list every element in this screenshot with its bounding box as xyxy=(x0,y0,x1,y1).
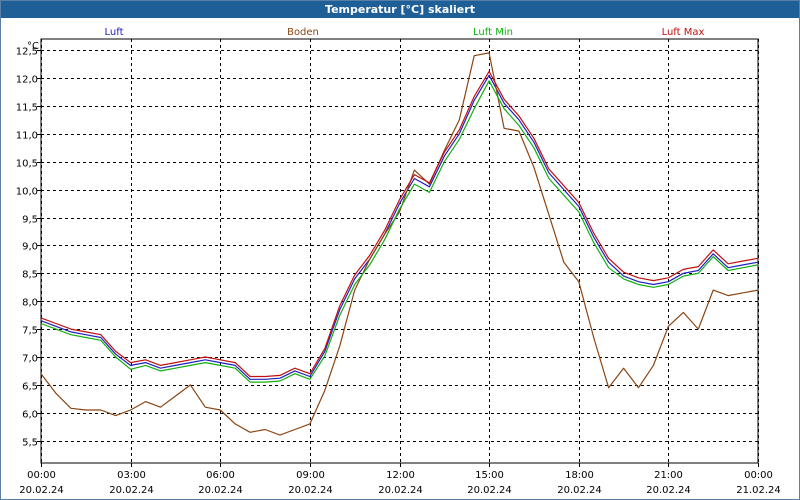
y-tick-label: 8,0 xyxy=(22,298,38,309)
x-tick-time: 00:00 xyxy=(744,470,773,481)
y-tick-label: 11,0 xyxy=(16,131,38,142)
x-tick-date: 21.02.24 xyxy=(736,485,781,496)
y-tick-label: 10,0 xyxy=(16,187,38,198)
x-tick-time: 12:00 xyxy=(386,470,415,481)
y-tick-label: 10,5 xyxy=(16,159,38,170)
x-tick-date: 20.02.24 xyxy=(288,485,333,496)
y-tick-label: 6,5 xyxy=(22,382,38,393)
y-tick-label: 11,5 xyxy=(16,103,38,114)
legend-entry-boden: Boden xyxy=(287,27,319,38)
plot-area xyxy=(40,38,759,464)
x-tick-time: 18:00 xyxy=(565,470,594,481)
y-tick-label: 6,0 xyxy=(22,410,38,421)
x-tick-time: 21:00 xyxy=(654,470,683,481)
x-tick-date: 20.02.24 xyxy=(646,485,691,496)
y-tick-label: 5,5 xyxy=(22,438,38,449)
y-tick-label: 7,5 xyxy=(22,326,38,337)
x-tick-date: 20.02.24 xyxy=(19,485,64,496)
y-tick-label: 12,0 xyxy=(16,75,38,86)
series-line-boden xyxy=(40,52,759,436)
x-tick-time: 06:00 xyxy=(206,470,235,481)
x-tick-date: 20.02.24 xyxy=(198,485,243,496)
x-tick-time: 00:00 xyxy=(27,470,56,481)
x-tick-date: 20.02.24 xyxy=(467,485,512,496)
x-tick-date: 20.02.24 xyxy=(109,485,154,496)
x-tick-time: 03:00 xyxy=(117,470,146,481)
y-tick-label: 8,5 xyxy=(22,270,38,281)
chart-title: Temperatur [°C] skaliert xyxy=(1,1,799,18)
legend-entry-luft-min: Luft Min xyxy=(473,27,513,38)
series-line-luft-min xyxy=(40,80,759,383)
series-line-luft-max xyxy=(40,70,759,378)
x-tick-date: 20.02.24 xyxy=(557,485,602,496)
x-tick-time: 15:00 xyxy=(475,470,504,481)
y-tick-label: 12,5 xyxy=(16,47,38,58)
x-tick-date: 20.02.24 xyxy=(378,485,423,496)
x-tick-time: 09:00 xyxy=(296,470,325,481)
y-axis-unit-label: °C xyxy=(27,41,39,52)
legend-entry-luft-max: Luft Max xyxy=(662,27,705,38)
series-line-luft xyxy=(40,74,759,380)
y-tick-label: 9,0 xyxy=(22,242,38,253)
y-tick-label: 9,5 xyxy=(22,215,38,226)
legend-entry-luft: Luft xyxy=(105,27,124,38)
y-tick-label: 7,0 xyxy=(22,354,38,365)
